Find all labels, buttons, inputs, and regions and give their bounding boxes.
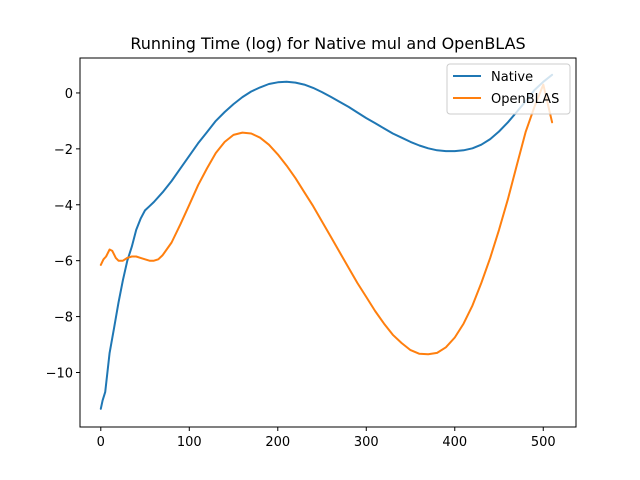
x-tick-label: 200 xyxy=(265,435,290,450)
y-tick-label: −2 xyxy=(54,143,73,158)
legend-label-openblas: OpenBLAS xyxy=(491,92,559,107)
y-tick-label: −10 xyxy=(46,366,73,381)
x-tick-label: 500 xyxy=(531,435,556,450)
series-line-openblas xyxy=(99,83,554,356)
y-tick-label: 0 xyxy=(65,87,73,102)
legend-label-native: Native xyxy=(491,70,533,85)
y-tick-label: −8 xyxy=(54,311,73,326)
legend-items: Native OpenBLAS xyxy=(453,70,559,107)
x-axis: 0 100 200 300 400 500 xyxy=(97,427,556,450)
x-tick-label: 300 xyxy=(354,435,379,450)
x-tick-label: 100 xyxy=(177,435,202,450)
x-tick-label: 400 xyxy=(442,435,467,450)
plot-area: 0 100 200 300 400 500 0 −2 −4 −6 −8 −10 xyxy=(46,57,577,450)
y-tick-label: −4 xyxy=(54,199,73,214)
series-line-native xyxy=(99,73,554,410)
x-tick-label: 0 xyxy=(97,435,105,450)
legend: Native OpenBLAS xyxy=(446,63,571,115)
chart-title: Running Time (log) for Native mul and Op… xyxy=(130,34,525,53)
axes-frame xyxy=(79,57,577,428)
series-layer xyxy=(99,73,554,410)
y-axis: 0 −2 −4 −6 −8 −10 xyxy=(46,87,80,381)
y-tick-label: −6 xyxy=(54,255,73,270)
